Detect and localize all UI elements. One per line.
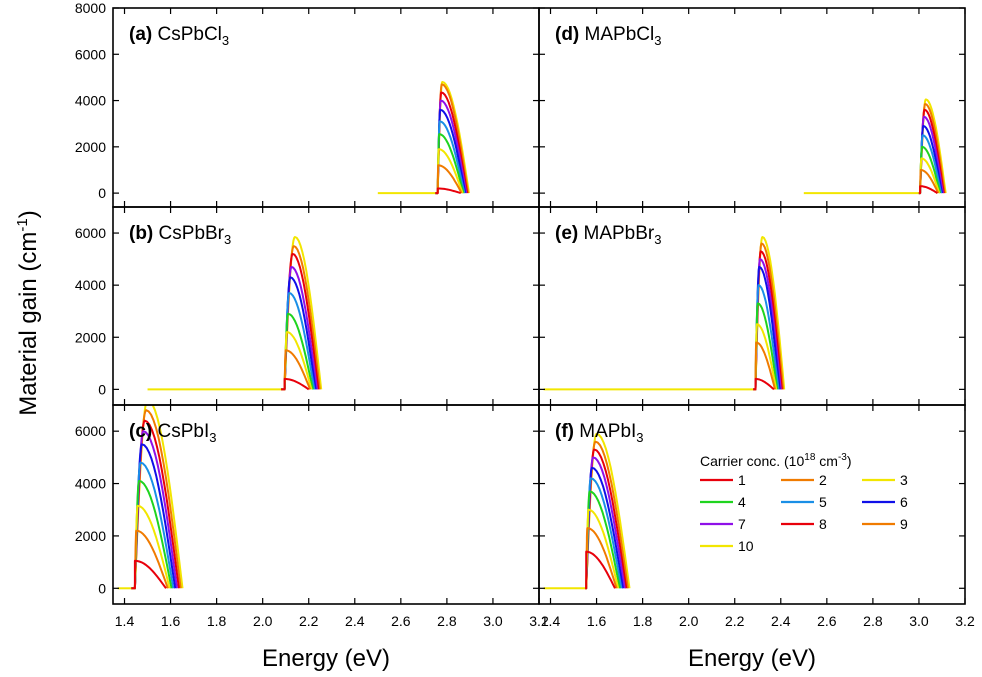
panel-c-xtick-label: 2.2 xyxy=(299,613,319,629)
panel-f-frame xyxy=(538,404,966,605)
y-axis-title-sup: -1 xyxy=(14,218,31,231)
panel-f-xtick-label: 3.2 xyxy=(955,613,975,629)
panel-e-series-2 xyxy=(753,341,776,391)
panel-f-curves xyxy=(543,432,631,590)
panel-b-ytick-label: 2000 xyxy=(75,329,106,345)
panel-f-xtick-label: 2.8 xyxy=(863,613,883,629)
panel-b-ytick-label: 6000 xyxy=(75,225,106,241)
panel-f-xtick-label: 1.4 xyxy=(541,613,561,629)
panel-c-title: (c) CsPbI3 xyxy=(129,421,216,445)
panel-b-ytick-label: 4000 xyxy=(75,277,106,293)
panel-a-ytick-label: 4000 xyxy=(75,93,106,109)
legend-title-sup2: -3 xyxy=(838,452,847,463)
panel-c-xtick-label: 1.4 xyxy=(115,613,135,629)
y-axis-title-tail: ) xyxy=(15,210,42,218)
legend-label-4: 4 xyxy=(738,494,746,510)
panel-f-series-1 xyxy=(585,550,616,590)
panel-c-series-1 xyxy=(131,559,167,590)
x-axis-title-left: Energy (eV) xyxy=(262,645,390,672)
panel-d-series-1 xyxy=(918,185,938,195)
panel-c-xtick-label: 2.6 xyxy=(391,613,411,629)
panel-b-series-2 xyxy=(281,349,312,391)
y-axis-title: Material gain (cm-1) xyxy=(14,210,42,415)
legend-label-5: 5 xyxy=(819,494,827,510)
panel-a-series-2 xyxy=(435,164,463,195)
panel-d-title: (d) MAPbCl3 xyxy=(555,24,661,48)
panel-c-xtick-label: 2.0 xyxy=(253,613,273,629)
panel-e-title: (e) MAPbBr3 xyxy=(555,223,661,247)
panel-f-xtick-label: 1.8 xyxy=(633,613,653,629)
panel-c-xtick-label: 1.6 xyxy=(161,613,181,629)
panel-c-ytick-label: 6000 xyxy=(75,423,106,439)
legend-title-mid: cm xyxy=(815,453,838,469)
panel-c-ytick-label: 0 xyxy=(98,580,106,596)
legend-label-8: 8 xyxy=(819,516,827,532)
panel-c-ytick-label: 2000 xyxy=(75,528,106,544)
panel-a-ytick-label: 0 xyxy=(98,185,106,201)
panel-b-ytick-label: 0 xyxy=(98,381,106,397)
x-axis-title-right: Energy (eV) xyxy=(688,645,816,672)
legend-title: Carrier conc. (1018 cm-3) xyxy=(700,452,852,469)
panel-f-xtick-label: 3.0 xyxy=(909,613,929,629)
legend-label-2: 2 xyxy=(819,472,827,488)
legend-label-3: 3 xyxy=(900,472,908,488)
curves-layer xyxy=(117,81,947,590)
panel-e-series-1 xyxy=(753,377,775,391)
legend-label-1: 1 xyxy=(738,472,746,488)
panel-f-title: (f) MAPbI3 xyxy=(555,421,644,445)
panel-f-xtick-label: 2.0 xyxy=(679,613,699,629)
panel-c-xtick-label: 3.2 xyxy=(529,613,549,629)
legend-label-9: 9 xyxy=(900,516,908,532)
legend-title-sup1: 18 xyxy=(804,452,816,463)
panel-f-xtick-label: 2.6 xyxy=(817,613,837,629)
panel-c-xtick-label: 2.4 xyxy=(345,613,365,629)
panel-e-curves xyxy=(543,236,786,391)
panel-b-series-1 xyxy=(281,377,310,391)
legend-label-7: 7 xyxy=(738,516,746,532)
panel-c-xtick-label: 2.8 xyxy=(437,613,457,629)
panel-c-xtick-label: 1.8 xyxy=(207,613,227,629)
legend-title-tail: ) xyxy=(847,453,852,469)
legend-label-10: 10 xyxy=(738,538,754,554)
panel-b-curves xyxy=(147,236,323,391)
panel-c-xtick-label: 3.0 xyxy=(483,613,503,629)
panel-a-title: (a) CsPbCl3 xyxy=(129,24,229,48)
panel-c-curves xyxy=(117,405,184,590)
labels-layer: 0 2000 4000 6000 8000 (a) CsPbCl3 0 2000 4000 600… xyxy=(75,0,975,629)
ticks-layer xyxy=(113,7,966,604)
panel-b-title: (b) CsPbBr3 xyxy=(129,223,231,247)
panel-c-ytick-label: 4000 xyxy=(75,476,106,492)
panel-f-xtick-label: 1.6 xyxy=(587,613,607,629)
panel-a-ytick-label: 2000 xyxy=(75,139,106,155)
panel-a-curves xyxy=(377,81,470,195)
panel-f-xtick-label: 2.2 xyxy=(725,613,745,629)
panel-f-xtick-label: 2.4 xyxy=(771,613,791,629)
panel-d-curves xyxy=(803,98,947,195)
panel-a-ytick-label: 8000 xyxy=(75,0,106,16)
panel-a-ytick-label: 6000 xyxy=(75,46,106,62)
legend: Carrier conc. (1018 cm-3) 1 2 3 4 5 6 7 8 9 10 xyxy=(700,452,908,554)
panel-a-series-1 xyxy=(435,187,461,195)
legend-label-6: 6 xyxy=(900,494,908,510)
frames-layer xyxy=(112,7,966,605)
